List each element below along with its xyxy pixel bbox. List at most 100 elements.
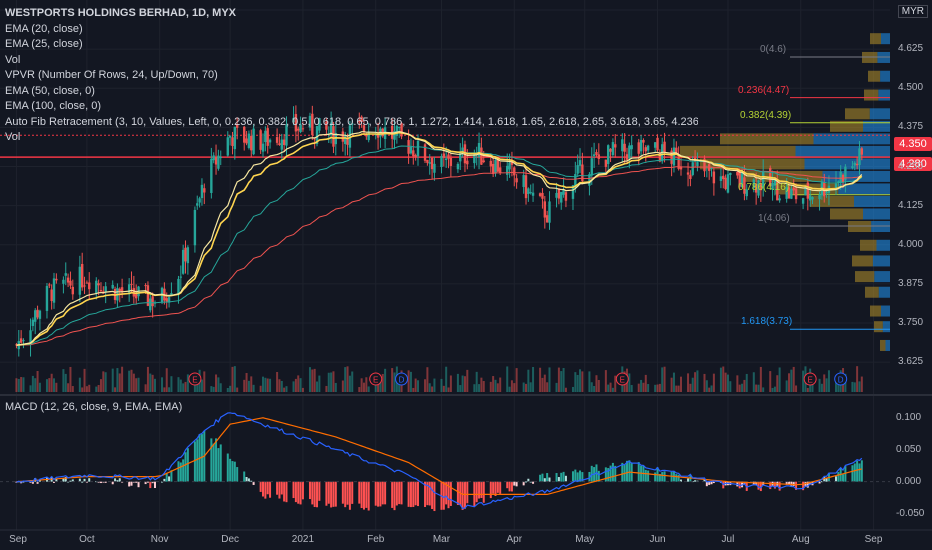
macd-hist-bar — [428, 481, 431, 506]
candle-body — [367, 131, 370, 141]
indicator-vol[interactable]: Vol — [5, 53, 21, 66]
volume-bar — [644, 374, 647, 392]
fib-level-label: 0.236(4.47) — [738, 84, 790, 96]
indicator-ema100[interactable]: EMA (100, close, 0) — [5, 100, 101, 112]
macd-hist-bar — [424, 481, 427, 508]
macd-hist-bar — [604, 467, 607, 482]
volume-bar — [776, 375, 779, 392]
volume-bar — [726, 374, 729, 392]
macd-hist-bar — [231, 461, 234, 482]
candle-body — [574, 174, 577, 188]
candle-body — [55, 278, 58, 281]
candle-body — [447, 154, 450, 159]
time-axis-tick: Oct — [79, 534, 95, 545]
indicator-ema25[interactable]: EMA (25, close) — [5, 38, 83, 50]
macd-hist-bar — [226, 453, 229, 482]
volume-bar — [743, 379, 746, 392]
volume-bar — [431, 386, 434, 392]
volume-bar — [541, 377, 544, 392]
candle-body — [759, 183, 763, 191]
volume-bar — [128, 370, 131, 392]
candle-body — [726, 174, 730, 193]
time-axis-tick: Dec — [221, 534, 240, 545]
macd-hist-bar — [114, 478, 117, 482]
volume-bar — [97, 384, 100, 392]
candle-body — [790, 188, 793, 199]
vpvr-up-bar — [881, 33, 890, 45]
indicator-vol-2[interactable]: Vol — [5, 131, 21, 143]
candle-body — [825, 191, 828, 194]
macd-legend[interactable]: MACD (12, 26, close, 9, EMA, EMA) — [5, 401, 183, 413]
candle-body — [541, 192, 544, 199]
candle-body — [398, 127, 401, 129]
macd-hist-bar — [391, 481, 394, 508]
time-axis-tick: Jun — [649, 534, 666, 545]
indicator-ema20[interactable]: EMA (20, close) — [5, 22, 83, 35]
candle-body — [508, 162, 511, 170]
volume-bar — [858, 381, 861, 392]
candle-body — [480, 147, 483, 165]
candle-body — [642, 139, 645, 143]
volume-bar — [414, 378, 417, 392]
volume-bar — [778, 367, 781, 392]
candle-body — [228, 135, 232, 138]
candle-body — [181, 249, 185, 274]
volume-bar — [151, 374, 154, 392]
volume-bar — [407, 370, 410, 392]
volume-bar — [367, 386, 370, 392]
volume-bar — [473, 384, 476, 392]
candle-body — [243, 126, 246, 143]
volume-bar — [675, 385, 678, 392]
candle-body — [231, 137, 234, 146]
macd-hist-bar — [332, 481, 335, 507]
indicator-vpvr[interactable]: VPVR (Number Of Rows, 24, Up/Down, 70) — [5, 69, 218, 81]
volume-bar — [489, 381, 492, 392]
indicator-ema50[interactable]: EMA (50, close, 0) — [5, 84, 95, 97]
volume-bar — [95, 386, 98, 392]
volume-bar — [719, 367, 722, 392]
candle-body — [745, 189, 748, 197]
candle-body — [595, 152, 598, 155]
macd-hist-bar — [548, 477, 551, 482]
volume-bar — [527, 369, 530, 392]
volume-bar — [442, 385, 445, 392]
macd-hist-bar — [53, 481, 56, 483]
volume-bar — [229, 385, 232, 392]
macd-hist-bar — [562, 471, 565, 482]
volume-bar — [170, 376, 173, 392]
macd-hist-bar — [769, 481, 772, 490]
macd-hist-bar — [478, 481, 481, 499]
macd-hist-bar — [97, 481, 100, 483]
candle-body — [104, 286, 107, 292]
macd-hist-bar — [299, 481, 302, 505]
macd-hist-bar — [416, 481, 419, 507]
macd-hist-bar — [334, 481, 337, 507]
candle-body — [672, 147, 676, 166]
volume-bar — [640, 379, 643, 392]
candle-body — [282, 139, 286, 145]
candle-body — [22, 340, 25, 342]
indicator-autofib[interactable]: Auto Fib Retracement (3, 10, Values, Lef… — [5, 115, 698, 128]
candle-body — [663, 141, 666, 152]
volume-bar — [313, 368, 316, 392]
fib-level-label: 1.618(3.73) — [741, 316, 793, 328]
macd-hist-bar — [644, 469, 647, 482]
candle-body — [653, 142, 657, 148]
currency-badge[interactable]: MYR — [897, 5, 928, 18]
vpvr-down-bar — [845, 108, 870, 120]
macd-hist-bar — [243, 471, 246, 482]
candle-body — [149, 298, 152, 311]
candle-body — [754, 183, 758, 193]
macd-hist-bar — [785, 481, 788, 485]
candle-body — [773, 179, 777, 186]
vpvr-down-bar — [810, 195, 854, 207]
macd-hist-bar — [245, 476, 248, 482]
macd-hist-bar — [395, 481, 398, 506]
candle-body — [78, 266, 82, 295]
candle-body — [146, 285, 150, 306]
macd-hist-bar — [259, 481, 262, 492]
candle-body — [761, 170, 765, 188]
price-axis-tick: 4.125 — [898, 199, 924, 211]
volume-bar — [705, 380, 708, 392]
